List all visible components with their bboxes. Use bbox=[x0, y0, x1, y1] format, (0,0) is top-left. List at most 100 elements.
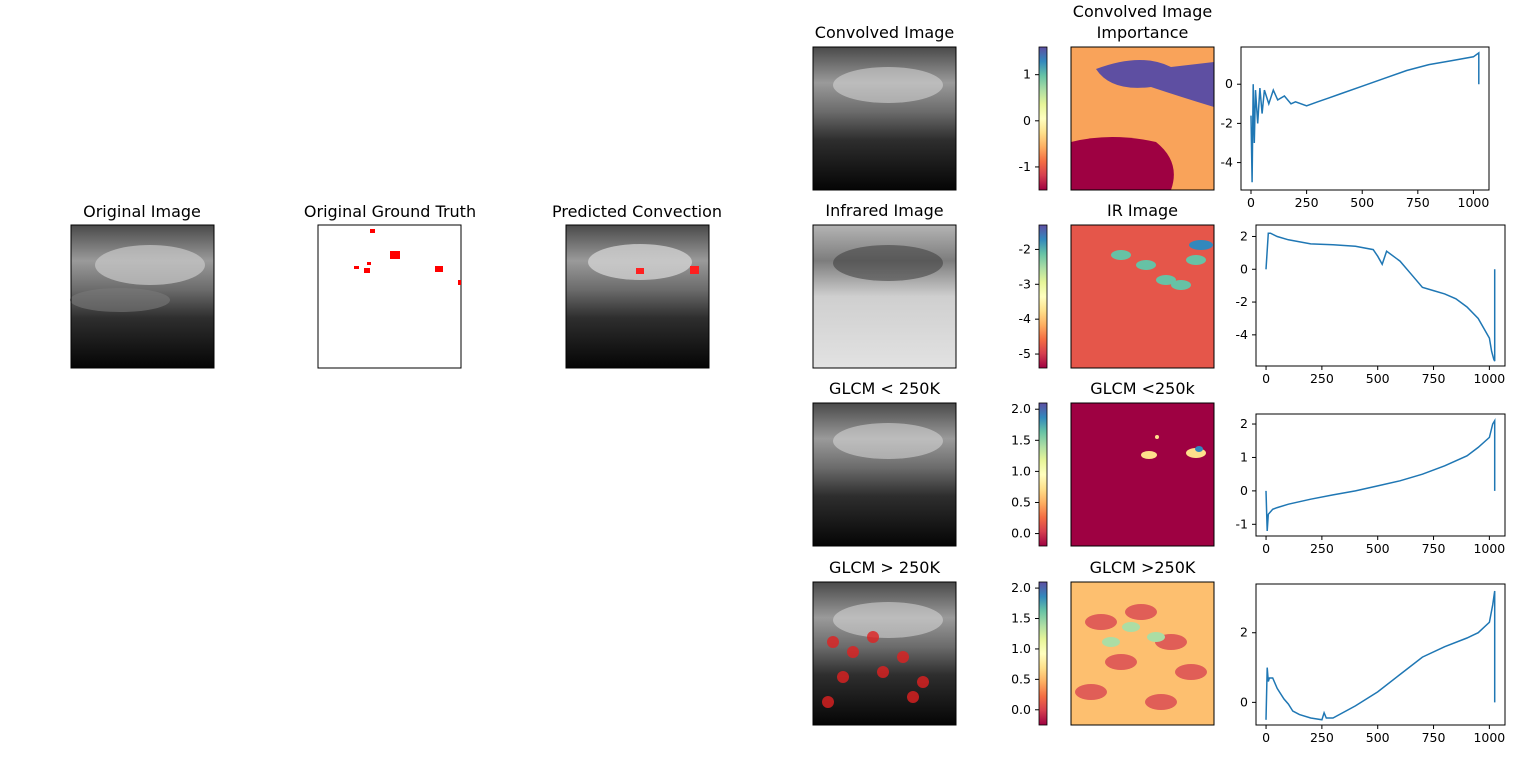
colorbar-tick-label: 1.5 bbox=[1011, 432, 1031, 447]
x-tick-label: 0 bbox=[1262, 371, 1270, 386]
y-tick-label: 2 bbox=[1240, 625, 1248, 640]
y-tick-label: 0 bbox=[1240, 261, 1248, 276]
glcm-highlight bbox=[867, 631, 879, 643]
colorbar-tick-label: -5 bbox=[1019, 346, 1031, 361]
cloud-band bbox=[95, 245, 205, 285]
row-image-title: Convolved Image bbox=[815, 23, 954, 42]
x-tick-label: 1000 bbox=[1458, 195, 1490, 210]
y-tick-label: -2 bbox=[1221, 115, 1233, 130]
importance-region bbox=[1171, 280, 1191, 290]
convection-mask bbox=[390, 251, 400, 259]
colorbar-tick-label: 0.0 bbox=[1011, 702, 1031, 717]
colorbar bbox=[1038, 581, 1048, 726]
plot-area bbox=[1240, 46, 1490, 191]
series-line bbox=[1250, 51, 1480, 183]
original-image-title: Original Image bbox=[83, 202, 201, 221]
x-tick-label: 0 bbox=[1247, 195, 1255, 210]
y-tick-label: 0 bbox=[1225, 76, 1233, 91]
x-tick-label: 250 bbox=[1310, 371, 1334, 386]
y-tick-label: 2 bbox=[1240, 228, 1248, 243]
colorbar-tick-label: 1.5 bbox=[1011, 611, 1031, 626]
image-frame bbox=[812, 402, 957, 547]
row-image-title: GLCM < 250K bbox=[829, 379, 940, 398]
ground-truth-title: Original Ground Truth bbox=[304, 202, 476, 221]
x-tick-label: 750 bbox=[1422, 541, 1446, 556]
cloud-band bbox=[833, 423, 943, 459]
series-line bbox=[1265, 232, 1496, 362]
importance-region bbox=[1155, 435, 1159, 439]
importance-region bbox=[1102, 637, 1120, 647]
x-tick-label: 1000 bbox=[1473, 730, 1505, 745]
importance-title: GLCM <250k bbox=[1090, 379, 1195, 398]
colorbar-tick-label: 1.0 bbox=[1011, 463, 1031, 478]
ground-truth-image bbox=[317, 224, 462, 369]
row-image-title: Infrared Image bbox=[825, 201, 943, 220]
x-tick-label: 0 bbox=[1262, 541, 1270, 556]
x-tick-label: 250 bbox=[1295, 195, 1319, 210]
image-frame bbox=[1070, 402, 1215, 547]
importance-region bbox=[1136, 260, 1156, 270]
colorbar-tick-label: 2.0 bbox=[1011, 580, 1031, 595]
y-tick-label: 1 bbox=[1240, 449, 1248, 464]
x-tick-label: 750 bbox=[1422, 371, 1446, 386]
importance-region bbox=[1122, 622, 1140, 632]
y-tick-label: -2 bbox=[1236, 294, 1248, 309]
importance-region bbox=[1175, 664, 1207, 680]
x-tick-label: 750 bbox=[1406, 195, 1430, 210]
x-tick-label: 500 bbox=[1366, 541, 1390, 556]
image-frame bbox=[812, 581, 957, 726]
feature-rows: Convolved Image 1 0 -1 Convolved Image Import… bbox=[812, 2, 1506, 745]
original-image-panel: Original Image bbox=[70, 202, 215, 369]
plot-area bbox=[1255, 413, 1506, 537]
ground-truth-panel: Original Ground Truth bbox=[304, 202, 476, 369]
feature-row: Infrared Image -2 -3 -4 -5 IR Image 0 250 500 750… bbox=[812, 201, 1506, 386]
cloud-band bbox=[833, 602, 943, 638]
predicted-title: Predicted Convection bbox=[552, 202, 722, 221]
colorbar-tick-label: -4 bbox=[1019, 311, 1032, 326]
convection-mask bbox=[458, 280, 461, 285]
colorbar-tick-label: 0.0 bbox=[1011, 526, 1031, 541]
cloud-band bbox=[588, 244, 692, 280]
convection-mask bbox=[354, 266, 359, 269]
cloud-band bbox=[70, 288, 170, 312]
colorbar-tick-label: -3 bbox=[1019, 276, 1031, 291]
convection-mask bbox=[364, 268, 370, 273]
image-frame bbox=[1070, 581, 1215, 726]
importance-region bbox=[1156, 275, 1176, 285]
x-tick-label: 500 bbox=[1366, 371, 1390, 386]
predicted-panel: Predicted Convection bbox=[552, 202, 722, 369]
importance-region bbox=[1195, 446, 1203, 452]
importance-region bbox=[1147, 632, 1165, 642]
colorbar-tick-label: 2.0 bbox=[1011, 401, 1031, 416]
importance-region bbox=[1186, 255, 1206, 265]
predicted-convection bbox=[636, 268, 644, 274]
importance-region bbox=[1145, 694, 1177, 710]
y-tick-label: 2 bbox=[1240, 416, 1248, 431]
image-frame bbox=[565, 224, 710, 369]
colorbar-tick-label: 0 bbox=[1023, 113, 1031, 128]
plot-area bbox=[1255, 224, 1506, 367]
glcm-highlight bbox=[827, 636, 839, 648]
glcm-highlight bbox=[837, 671, 849, 683]
image-frame bbox=[1070, 46, 1215, 191]
importance-title: Convolved Image bbox=[1073, 2, 1212, 21]
x-tick-label: 250 bbox=[1310, 730, 1334, 745]
importance-title: GLCM >250K bbox=[1090, 558, 1196, 577]
x-tick-label: 0 bbox=[1262, 730, 1270, 745]
image-frame bbox=[812, 224, 957, 369]
convection-mask bbox=[367, 262, 371, 265]
glcm-highlight bbox=[917, 676, 929, 688]
importance-region bbox=[1125, 604, 1157, 620]
importance-region bbox=[1105, 654, 1137, 670]
feature-row: Convolved Image 1 0 -1 Convolved Image Import… bbox=[812, 2, 1490, 210]
y-tick-label: 0 bbox=[1240, 483, 1248, 498]
y-tick-label: -4 bbox=[1236, 327, 1249, 342]
glcm-highlight bbox=[847, 646, 859, 658]
importance-region bbox=[1085, 614, 1117, 630]
colorbar-tick-label: 0.5 bbox=[1011, 671, 1031, 686]
glcm-highlight bbox=[897, 651, 909, 663]
importance-title: IR Image bbox=[1107, 201, 1178, 220]
